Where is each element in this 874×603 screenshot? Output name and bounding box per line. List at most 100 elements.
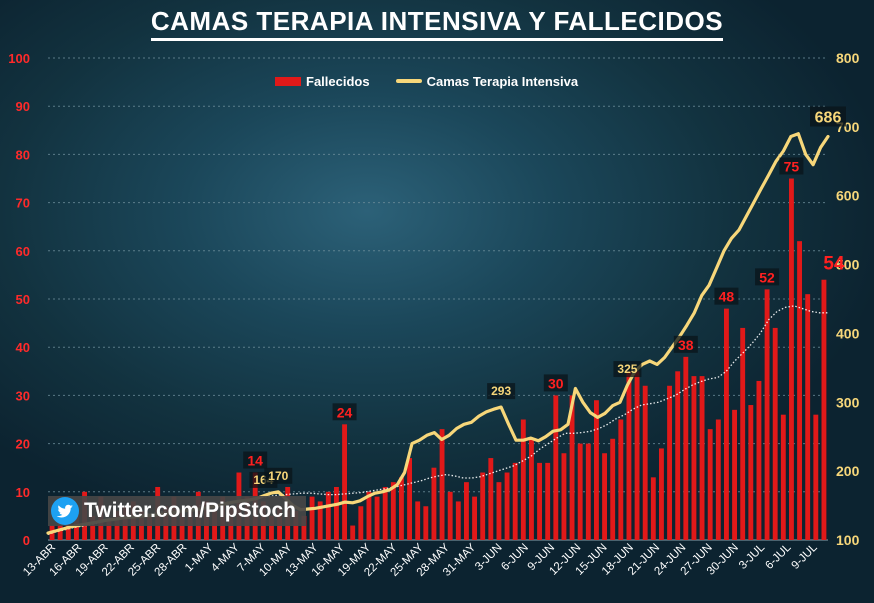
chart-title-wrap: CAMAS TERAPIA INTENSIVA Y FALLECIDOS	[0, 6, 874, 41]
bar	[553, 395, 559, 540]
bar-data-label-bg	[714, 287, 739, 305]
bar	[789, 178, 794, 540]
y-left-tick-label: 80	[16, 147, 30, 162]
bar	[423, 506, 429, 540]
bar	[805, 294, 811, 540]
bar	[529, 438, 534, 540]
y-right-tick-label: 300	[836, 394, 860, 410]
y-left-tick-label: 0	[23, 533, 30, 548]
bar	[374, 496, 380, 540]
bar	[472, 496, 477, 540]
bar	[577, 443, 583, 540]
bar	[464, 482, 469, 540]
x-tick-label: 4-MAY	[209, 541, 242, 574]
bar	[415, 501, 421, 540]
bar	[675, 371, 681, 540]
bar-data-label-bg	[543, 374, 568, 392]
y-left-tick-label: 70	[16, 196, 30, 211]
x-tick-label: 1-MAY	[183, 541, 216, 574]
watermark-text: Twitter.com/PipStoch	[84, 499, 296, 522]
line-data-label: 325	[617, 362, 637, 376]
bar	[691, 376, 697, 540]
bar	[301, 515, 307, 540]
bar	[667, 385, 672, 540]
bar	[715, 419, 721, 540]
bar	[585, 443, 591, 540]
bar	[642, 385, 648, 540]
line-data-label-bg	[487, 383, 516, 400]
y-left-tick-label: 30	[16, 388, 30, 403]
bar	[821, 279, 827, 540]
bar	[634, 371, 640, 540]
bar	[269, 515, 274, 540]
bar-data-label: 30	[548, 375, 564, 391]
bar-data-label: 52	[759, 269, 775, 285]
bar-data-label-bg	[779, 157, 804, 175]
bar	[756, 380, 762, 540]
y-left-tick-label: 20	[16, 437, 30, 452]
bar	[626, 371, 632, 540]
bar	[488, 458, 494, 540]
x-tick-label: 6-JUL	[763, 541, 794, 572]
bar-data-label-bg	[755, 268, 780, 286]
bar	[350, 525, 356, 540]
y-left-tick-label: 40	[16, 340, 30, 355]
bar	[537, 462, 542, 540]
bar	[764, 289, 770, 540]
bar	[813, 414, 819, 540]
line-data-label: 170	[268, 469, 288, 483]
bar	[683, 356, 689, 540]
x-tick-label: 3-JUL	[737, 541, 768, 572]
bar	[407, 458, 412, 540]
bar	[366, 491, 372, 540]
bar	[659, 448, 664, 540]
bar	[431, 467, 437, 540]
y-left-tick-label: 90	[16, 99, 30, 114]
bar	[309, 496, 315, 540]
bar	[699, 376, 705, 540]
bar	[496, 482, 502, 540]
legend-bars-label: Fallecidos	[306, 73, 370, 89]
bar	[561, 453, 567, 540]
bar-data-label: 48	[719, 289, 735, 305]
legend-line-swatch	[395, 79, 422, 83]
bar	[439, 429, 445, 540]
bar	[504, 472, 510, 540]
bar	[390, 482, 396, 540]
bar	[65, 520, 71, 540]
legend-line-label: Camas Terapia Intensiva	[426, 73, 579, 89]
y-right-tick-label: 200	[836, 463, 860, 479]
bar	[724, 308, 729, 540]
watermark: Twitter.com/PipStoch	[48, 496, 306, 526]
bar	[317, 501, 323, 540]
bar	[602, 453, 607, 540]
bar	[707, 429, 713, 540]
bar	[748, 405, 754, 540]
bar	[732, 409, 737, 540]
bar	[618, 419, 624, 540]
line-data-label-bg	[810, 106, 846, 127]
bar	[740, 327, 746, 540]
bar	[780, 414, 786, 540]
bar	[90, 515, 96, 540]
bar	[797, 241, 802, 540]
line-data-label-bg	[264, 467, 293, 484]
bar-data-label: 14	[247, 453, 263, 469]
x-tick-label: 9-JUL	[790, 541, 821, 572]
bar	[520, 419, 526, 540]
bar-data-label-bg	[332, 403, 357, 421]
bar	[512, 462, 518, 540]
bar-data-label-bg	[243, 451, 268, 469]
chart-title: CAMAS TERAPIA INTENSIVA Y FALLECIDOS	[150, 6, 724, 41]
bar	[447, 491, 453, 540]
y-left-tick-label: 100	[8, 51, 30, 66]
bar-data-label: 75	[784, 159, 800, 175]
bar	[147, 515, 152, 540]
x-tick-label: 6-JUN	[499, 542, 531, 574]
y-left-tick-label: 10	[16, 485, 30, 500]
legend: Fallecidos Camas Terapia Intensiva	[275, 72, 578, 90]
y-left-tick-label: 60	[16, 244, 30, 259]
legend-bars-swatch	[275, 76, 301, 86]
